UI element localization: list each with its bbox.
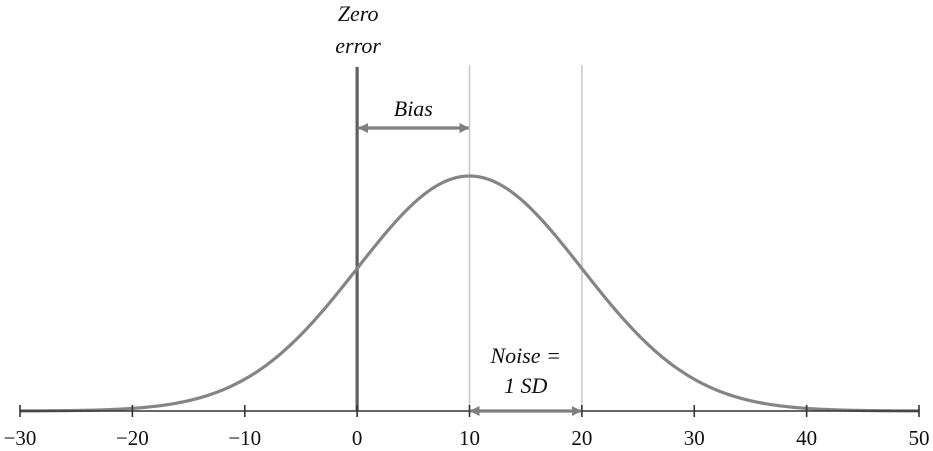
noise-label-line1: Noise =	[489, 343, 560, 368]
x-tick-label: −20	[116, 426, 149, 450]
noise-label-line2: 1 SD	[504, 373, 548, 398]
error-distribution-curve	[19, 174, 920, 413]
x-tick-label: 40	[796, 426, 817, 450]
zero-error-label-line1: Zero	[338, 1, 379, 26]
x-tick-label: 30	[684, 426, 705, 450]
x-tick-label: 20	[571, 426, 592, 450]
bias-label: Bias	[394, 96, 433, 121]
x-tick-label: −30	[4, 426, 37, 450]
x-tick-label: 10	[459, 426, 480, 450]
zero-error-label-line2: error	[335, 33, 381, 58]
x-axis-tick-labels: −30 −20 −10 0 10 20 30 40 50	[4, 426, 930, 450]
x-tick-label: 0	[352, 426, 363, 450]
x-tick-label: 50	[909, 426, 930, 450]
x-tick-label: −10	[228, 426, 261, 450]
